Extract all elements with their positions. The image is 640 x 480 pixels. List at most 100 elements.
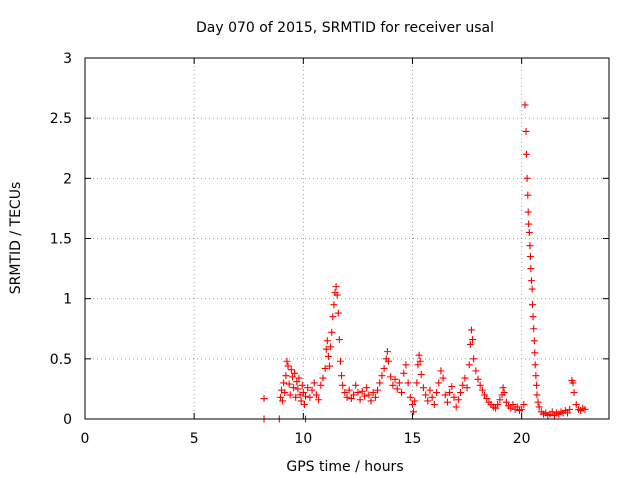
data-point <box>335 336 343 344</box>
data-point <box>378 372 386 380</box>
data-point <box>520 401 528 409</box>
data-point <box>570 389 578 397</box>
data-point <box>500 389 508 397</box>
data-point <box>530 325 538 333</box>
data-point <box>306 393 314 401</box>
data-point <box>413 379 421 387</box>
data-point <box>448 383 456 391</box>
data-point <box>459 381 467 389</box>
plot-frame <box>84 57 610 420</box>
data-point <box>437 367 445 375</box>
data-point <box>428 393 436 401</box>
data-point <box>347 395 355 403</box>
data-point <box>467 326 475 334</box>
data-point <box>367 397 375 405</box>
data-point <box>391 375 399 383</box>
data-point <box>298 381 306 389</box>
data-point <box>260 395 268 403</box>
data-point <box>398 389 406 397</box>
data-point <box>389 381 397 389</box>
data-point <box>452 403 460 411</box>
data-point <box>533 391 541 399</box>
data-point <box>415 351 423 359</box>
data-point <box>354 389 362 397</box>
data-point <box>371 393 379 401</box>
data-point <box>356 396 364 404</box>
data-point <box>465 361 473 369</box>
data-point <box>535 403 543 411</box>
data-point <box>327 343 335 351</box>
data-point <box>304 384 312 392</box>
axis-ticks: 0 5 10 15 20 0 0.5 1 1.5 2 2.5 3 <box>50 51 609 447</box>
data-point <box>317 381 325 389</box>
data-point <box>572 401 580 409</box>
data-point <box>284 362 292 370</box>
data-point <box>363 384 371 392</box>
data-point <box>322 345 330 353</box>
data-point <box>527 265 535 273</box>
data-point <box>324 352 332 360</box>
data-point <box>533 381 541 389</box>
y-tick-label: 2 <box>63 171 72 187</box>
data-point <box>463 384 471 392</box>
data-point <box>531 349 539 357</box>
data-point <box>387 373 395 381</box>
data-point <box>300 401 308 409</box>
data-point <box>410 408 418 416</box>
data-point <box>400 369 408 377</box>
data-point <box>393 385 401 393</box>
data-point <box>292 393 300 401</box>
data-point <box>499 384 507 392</box>
data-point <box>530 337 538 345</box>
data-point <box>350 391 358 399</box>
data-point <box>443 398 451 406</box>
grid-lines <box>85 58 609 419</box>
data-point <box>525 220 533 228</box>
data-point <box>526 253 534 261</box>
data-point <box>374 386 382 394</box>
y-tick-label: 3 <box>63 51 72 67</box>
data-point <box>566 405 574 413</box>
data-point <box>395 379 403 387</box>
data-point <box>402 361 410 369</box>
data-point <box>457 389 465 397</box>
data-point <box>406 393 414 401</box>
data-point <box>529 301 537 309</box>
data-point <box>293 378 301 386</box>
data-point <box>472 367 480 375</box>
data-point <box>446 389 454 397</box>
y-tick-label: 1.5 <box>50 232 72 248</box>
data-point <box>343 393 351 401</box>
data-point <box>564 409 572 417</box>
y-tick-label: 0.5 <box>50 352 72 368</box>
data-point <box>435 379 443 387</box>
data-point <box>494 401 502 409</box>
data-point <box>297 397 305 405</box>
data-point <box>291 369 299 377</box>
data-point <box>282 372 290 380</box>
data-point <box>424 397 432 405</box>
data-point <box>310 379 318 387</box>
data-points <box>260 101 589 423</box>
x-tick-label: 10 <box>294 431 312 447</box>
data-point <box>569 379 577 387</box>
data-point <box>481 391 489 399</box>
y-tick-label: 0 <box>63 412 72 428</box>
data-point <box>521 101 529 109</box>
data-point <box>470 355 478 363</box>
y-tick-label: 1 <box>63 292 72 308</box>
chart-title: Day 070 of 2015, SRMTID for receiver usa… <box>196 20 494 36</box>
data-point <box>483 395 491 403</box>
data-point <box>290 384 298 392</box>
data-point <box>295 374 303 382</box>
data-point <box>360 392 368 400</box>
data-point <box>358 387 366 395</box>
data-point <box>526 242 534 250</box>
data-point <box>279 397 287 405</box>
data-point <box>334 309 342 317</box>
data-point <box>286 391 294 399</box>
data-point <box>513 403 521 411</box>
data-point <box>534 398 542 406</box>
data-point <box>476 381 484 389</box>
data-point <box>312 391 320 399</box>
